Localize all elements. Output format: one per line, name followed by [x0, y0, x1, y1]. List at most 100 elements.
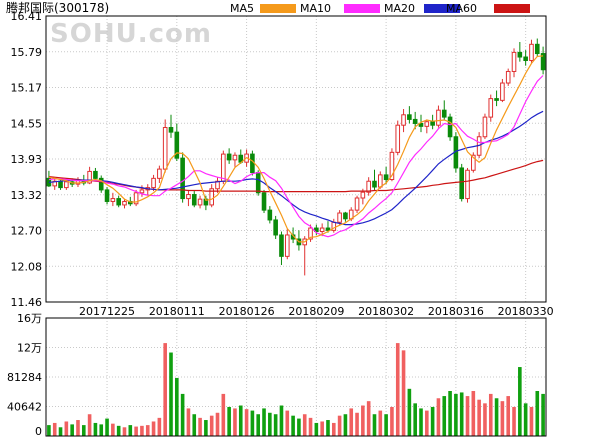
chart-title: 腾邦国际(300178): [6, 0, 109, 15]
volume-bar: [163, 343, 167, 436]
volume-bar: [186, 408, 191, 436]
volume-bar: [448, 390, 452, 436]
candle-body: [279, 234, 284, 257]
volume-bar: [151, 421, 156, 436]
volume-bar: [227, 406, 231, 436]
candle-body: [93, 170, 98, 179]
candle-body: [226, 153, 232, 161]
volume-bar: [361, 405, 365, 436]
volume-bar: [320, 421, 324, 436]
volume-bar: [116, 425, 121, 436]
volume-bar: [87, 414, 92, 436]
price-tick-label: 14.55: [11, 117, 43, 130]
candle-body: [232, 154, 238, 161]
price-tick-label: 12.08: [11, 260, 43, 273]
candle-body: [255, 172, 261, 194]
candle-body: [360, 191, 366, 199]
candle-body: [261, 192, 267, 211]
candle-body: [191, 194, 197, 206]
candle-body: [325, 227, 331, 231]
candle-body: [540, 53, 546, 71]
candlesticks: [46, 38, 546, 276]
volume-bar: [81, 425, 86, 436]
volume-bar: [204, 420, 208, 436]
candle-body: [284, 234, 290, 257]
volume-bar: [355, 412, 359, 436]
candle-body: [180, 157, 185, 200]
volume-bar: [297, 418, 301, 436]
volume-bar: [401, 350, 406, 436]
candle-body: [494, 98, 499, 101]
candle-body: [441, 109, 447, 118]
volume-bar: [326, 420, 330, 436]
candle-body: [168, 127, 174, 133]
volume-bar: [459, 392, 464, 436]
candle-body: [378, 174, 383, 188]
volume-bar: [372, 414, 377, 436]
candle-body: [482, 116, 488, 138]
volume-bar: [128, 425, 133, 436]
volume-bar: [390, 406, 394, 436]
volume-bar: [169, 352, 173, 436]
volume-bar: [384, 414, 388, 436]
volume-bar: [273, 414, 278, 436]
price-axis-labels: 16.41 15.79 15.17 14.55 13.93 13.32 12.70 12.08…: [11, 10, 43, 309]
volume-bar: [285, 410, 290, 436]
candle-body: [197, 198, 203, 206]
volume-bar: [244, 409, 249, 436]
candle-body: [319, 227, 325, 233]
legend-label-ma20: MA20: [384, 2, 415, 15]
candle-body: [401, 114, 406, 126]
candle-body: [87, 170, 92, 184]
candle-body: [436, 109, 441, 126]
candle-body: [447, 116, 453, 138]
candle-body: [250, 153, 255, 174]
ma10-line: [48, 75, 544, 238]
volume-bar: [442, 396, 447, 436]
candle-body: [372, 180, 377, 188]
volume-bar: [58, 427, 63, 436]
volume-axis-labels: 16万 12万 81284 40642 0: [7, 312, 42, 438]
candle-body: [389, 151, 395, 181]
volume-bar: [471, 390, 476, 436]
volume-bar: [215, 412, 220, 436]
legend-label-ma60: MA60: [446, 2, 477, 15]
volume-bar: [105, 418, 109, 436]
volume-bar: [250, 410, 255, 436]
volume-bar: [308, 417, 313, 436]
volume-bar: [140, 425, 144, 436]
volume-tick-label: 12万: [17, 342, 42, 355]
volume-bar: [512, 406, 516, 436]
volume-bar: [70, 424, 74, 436]
candle-body: [517, 51, 523, 58]
candle-body: [98, 177, 104, 191]
legend: MA5 MA10 MA20 MA60: [230, 2, 530, 15]
candle-body: [133, 192, 139, 205]
candle-body: [122, 200, 127, 206]
date-tick-label: 20171225: [79, 305, 135, 318]
grid: [46, 15, 546, 436]
price-tick-label: 11.46: [11, 296, 43, 309]
volume-bar: [256, 414, 261, 436]
volume-bar: [111, 423, 115, 436]
ma20-line: [48, 110, 544, 226]
volume-bar: [413, 403, 417, 436]
volume-bar: [134, 426, 138, 436]
candle-body: [58, 180, 63, 189]
candle-body: [174, 131, 180, 159]
volume-bar: [145, 425, 150, 436]
volume-bar: [64, 421, 69, 436]
volume-bar: [535, 390, 540, 436]
candle-body: [186, 194, 191, 200]
price-tick-label: 12.70: [11, 225, 43, 238]
candle-body: [157, 168, 162, 179]
candle-body: [523, 56, 528, 61]
date-tick-label: 20180316: [428, 305, 484, 318]
volume-bar: [523, 403, 528, 436]
date-tick-label: 20180111: [149, 305, 205, 318]
price-tick-label: 15.17: [11, 82, 43, 95]
legend-swatch-ma20: [424, 4, 460, 13]
candle-body: [465, 169, 470, 200]
candle-body: [273, 219, 278, 236]
candle-body: [314, 227, 319, 233]
